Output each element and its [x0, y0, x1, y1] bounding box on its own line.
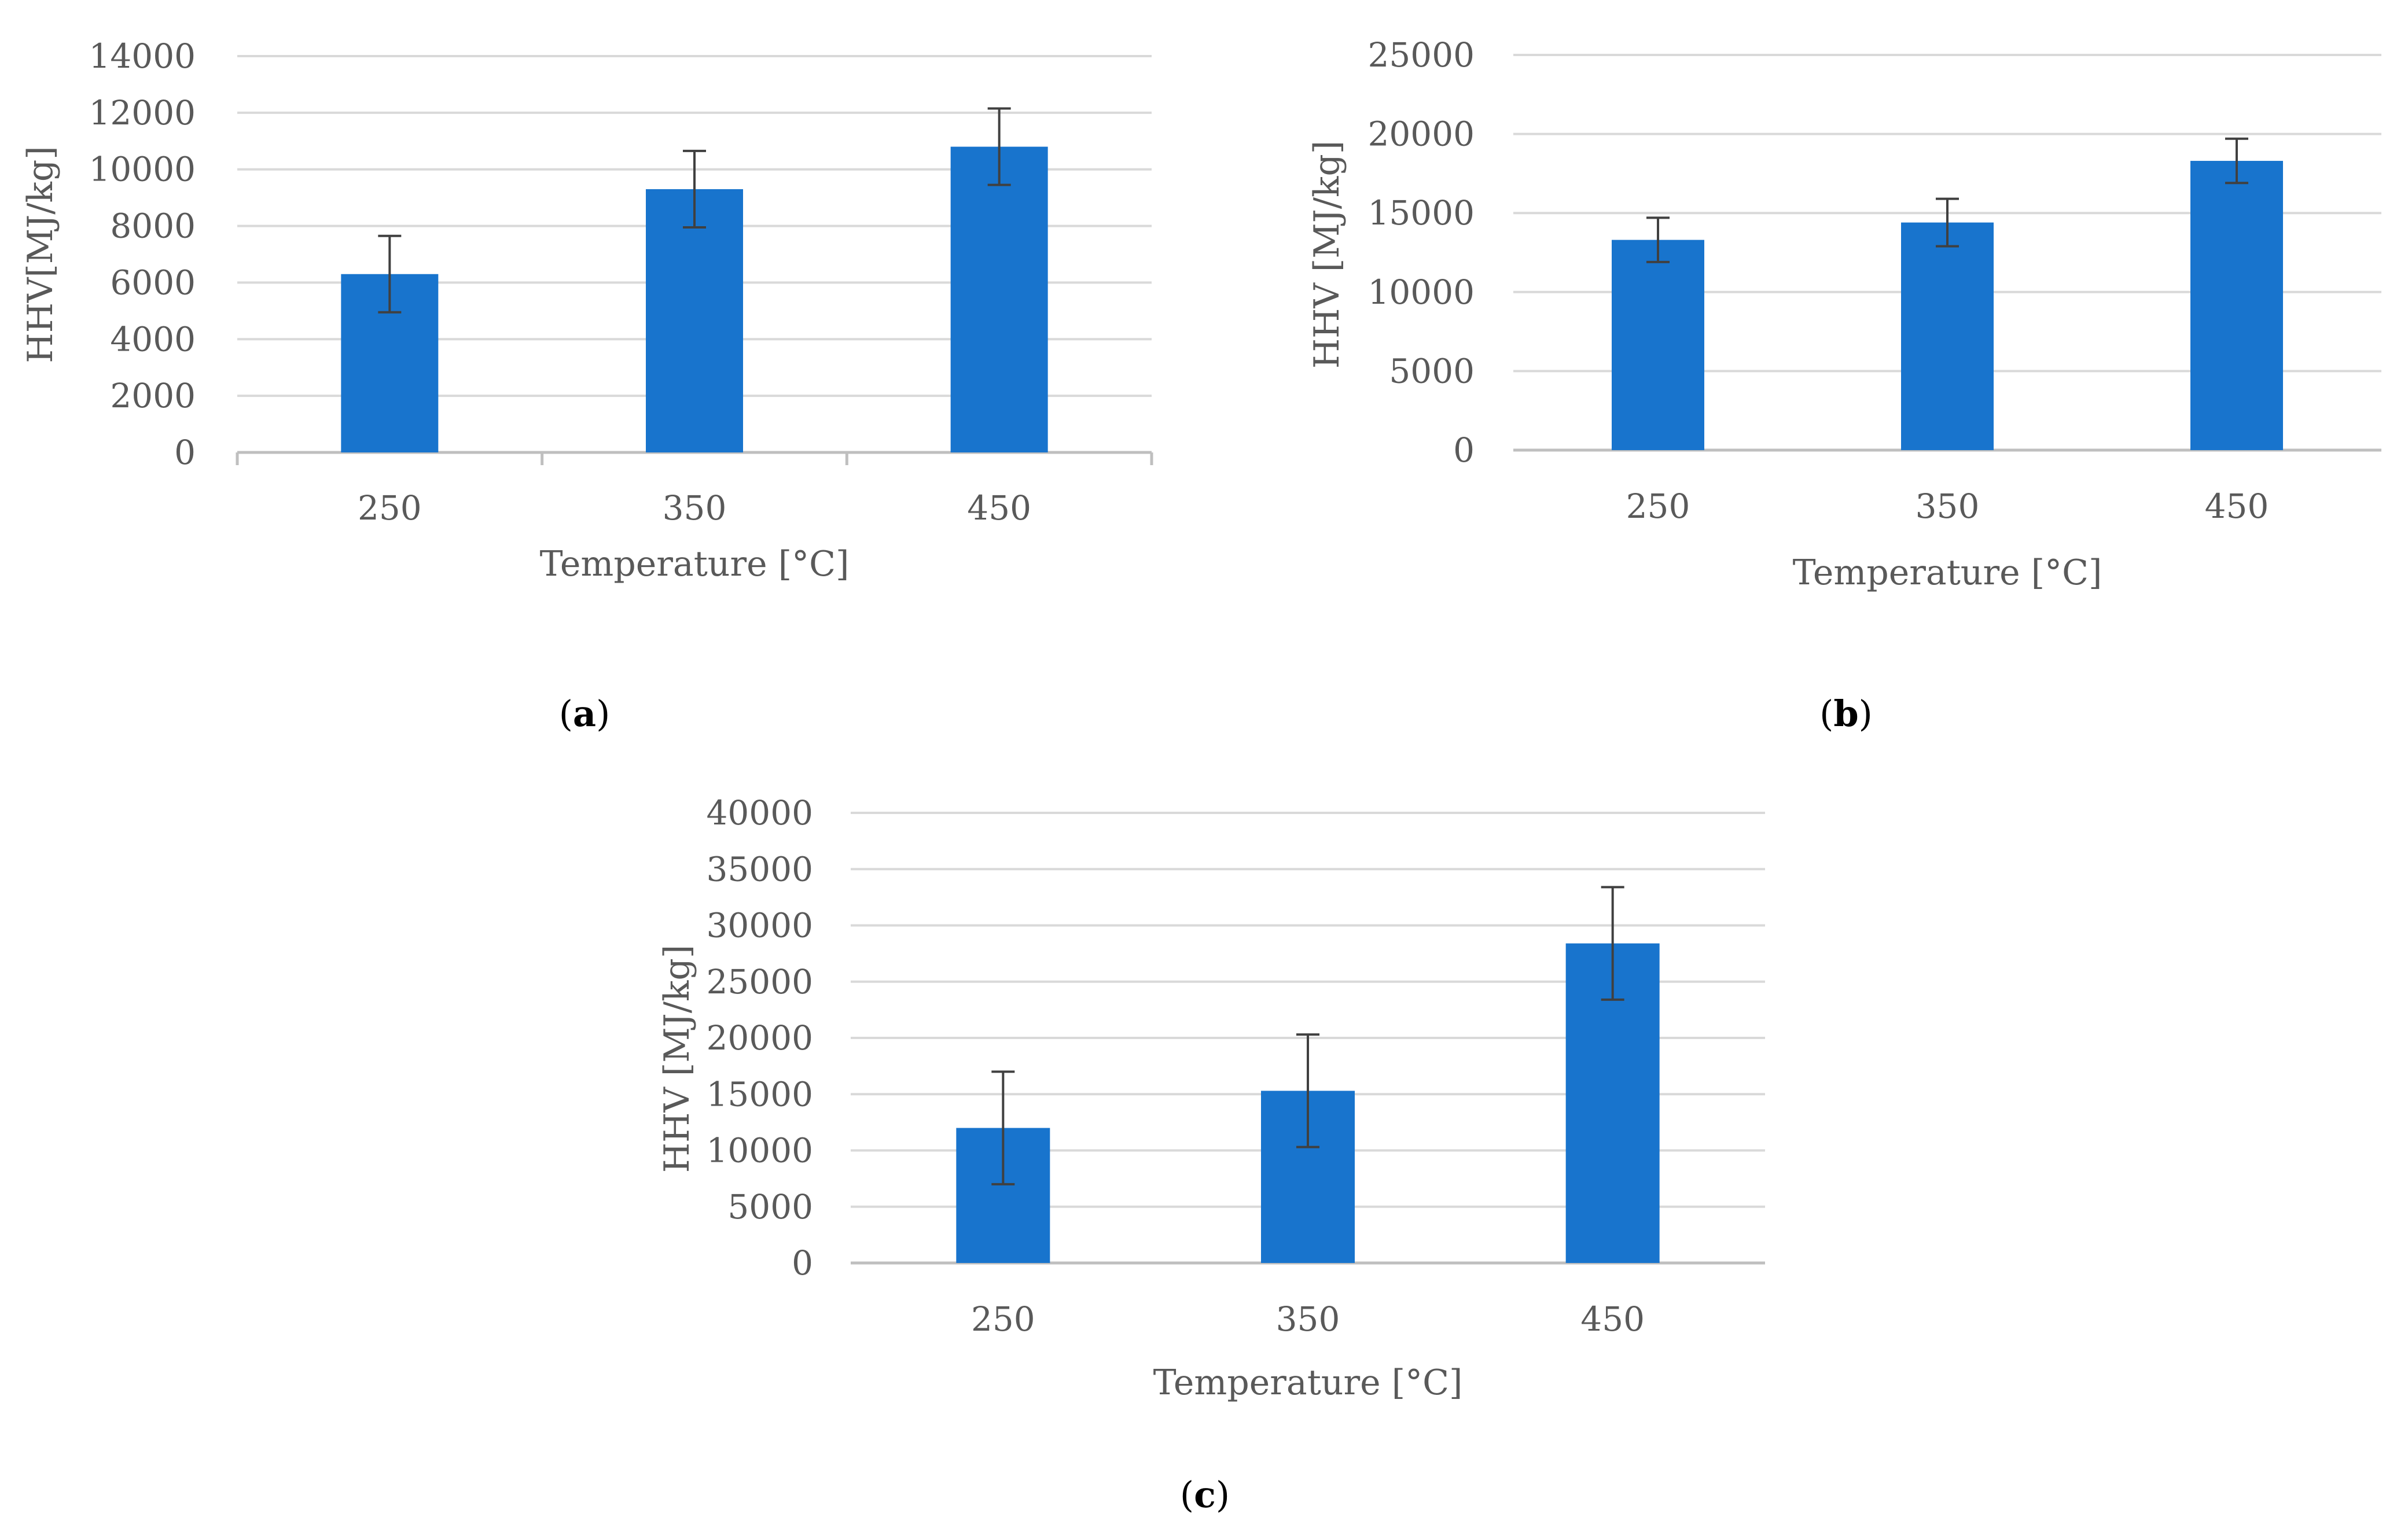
y-tick-label: 10000	[89, 150, 196, 189]
caption-close-paren: )	[1859, 693, 1873, 735]
x-axis-title: Temperature [°C]	[1153, 1362, 1463, 1403]
x-tick-label: 450	[1580, 1299, 1645, 1339]
y-tick-label: 10000	[1367, 272, 1475, 312]
y-tick-label: 30000	[706, 906, 813, 945]
bar-450	[950, 146, 1048, 453]
caption-letter: a	[573, 693, 596, 735]
panel-caption: (c)	[1180, 1474, 1230, 1516]
x-tick-label: 350	[1916, 487, 1980, 526]
x-axis-title: Temperature [°C]	[1793, 553, 2102, 593]
chart-b: 0 5000 10000 15000 20000 25000 250 350 450 Temper…	[1307, 35, 2381, 735]
y-tick-label: 35000	[706, 849, 813, 889]
chart-c: 0 5000 10000 15000 20000 25000 30000 35000 40000…	[657, 793, 1765, 1516]
x-tick-label: 250	[1626, 487, 1690, 526]
y-tick-label: 8000	[110, 207, 196, 246]
y-tick-label: 0	[792, 1243, 813, 1283]
bar-350	[1901, 222, 1994, 450]
y-axis-title: HHV[MJ/kg]	[20, 146, 61, 363]
y-tick-label: 25000	[1367, 35, 1475, 75]
caption-close-paren: )	[1216, 1474, 1230, 1516]
y-tick-label: 12000	[89, 93, 196, 132]
y-axis-title: HHV [MJ/kg]	[657, 945, 697, 1173]
x-tick-label: 350	[1276, 1299, 1340, 1339]
y-tick-label: 20000	[706, 1018, 813, 1058]
x-tick-label: 250	[358, 488, 422, 528]
y-tick-label: 4000	[110, 319, 196, 359]
y-tick-label: 15000	[1367, 193, 1475, 233]
y-tick-label: 20000	[1367, 115, 1475, 154]
x-tick-label: 350	[663, 488, 727, 528]
y-tick-label: 10000	[706, 1131, 813, 1170]
bar-450	[2190, 161, 2283, 450]
y-tick-label: 15000	[706, 1074, 813, 1114]
panel-caption: (b)	[1819, 693, 1873, 735]
x-tick-label: 250	[971, 1299, 1035, 1339]
x-tick-label: 450	[967, 488, 1031, 528]
caption-close-paren: )	[596, 693, 610, 735]
x-axis-title: Temperature [°C]	[540, 544, 850, 584]
caption-open-paren: (	[1180, 1474, 1194, 1516]
bar-250	[1612, 240, 1704, 450]
y-tick-label: 6000	[110, 263, 196, 302]
caption-open-paren: (	[1819, 693, 1833, 735]
y-axis-title: HHV [MJ/kg]	[1307, 141, 1347, 369]
y-tick-label: 5000	[727, 1187, 813, 1227]
chart-a: 0 2000 4000 6000 8000 10000 12000 14000 250 350 45…	[20, 36, 1153, 735]
caption-letter: b	[1833, 693, 1858, 735]
y-tick-label: 2000	[110, 376, 196, 415]
y-tick-label: 25000	[706, 962, 813, 1001]
x-tick-label: 450	[2205, 487, 2269, 526]
y-tick-label: 5000	[1389, 351, 1475, 391]
caption-open-paren: (	[559, 693, 573, 735]
bar-350	[646, 189, 743, 452]
panel-caption: (a)	[559, 693, 611, 735]
y-tick-label: 14000	[89, 36, 196, 76]
y-tick-label: 40000	[706, 793, 813, 833]
caption-letter: c	[1194, 1474, 1216, 1516]
y-tick-label: 0	[174, 433, 196, 472]
y-tick-label: 0	[1453, 430, 1475, 470]
